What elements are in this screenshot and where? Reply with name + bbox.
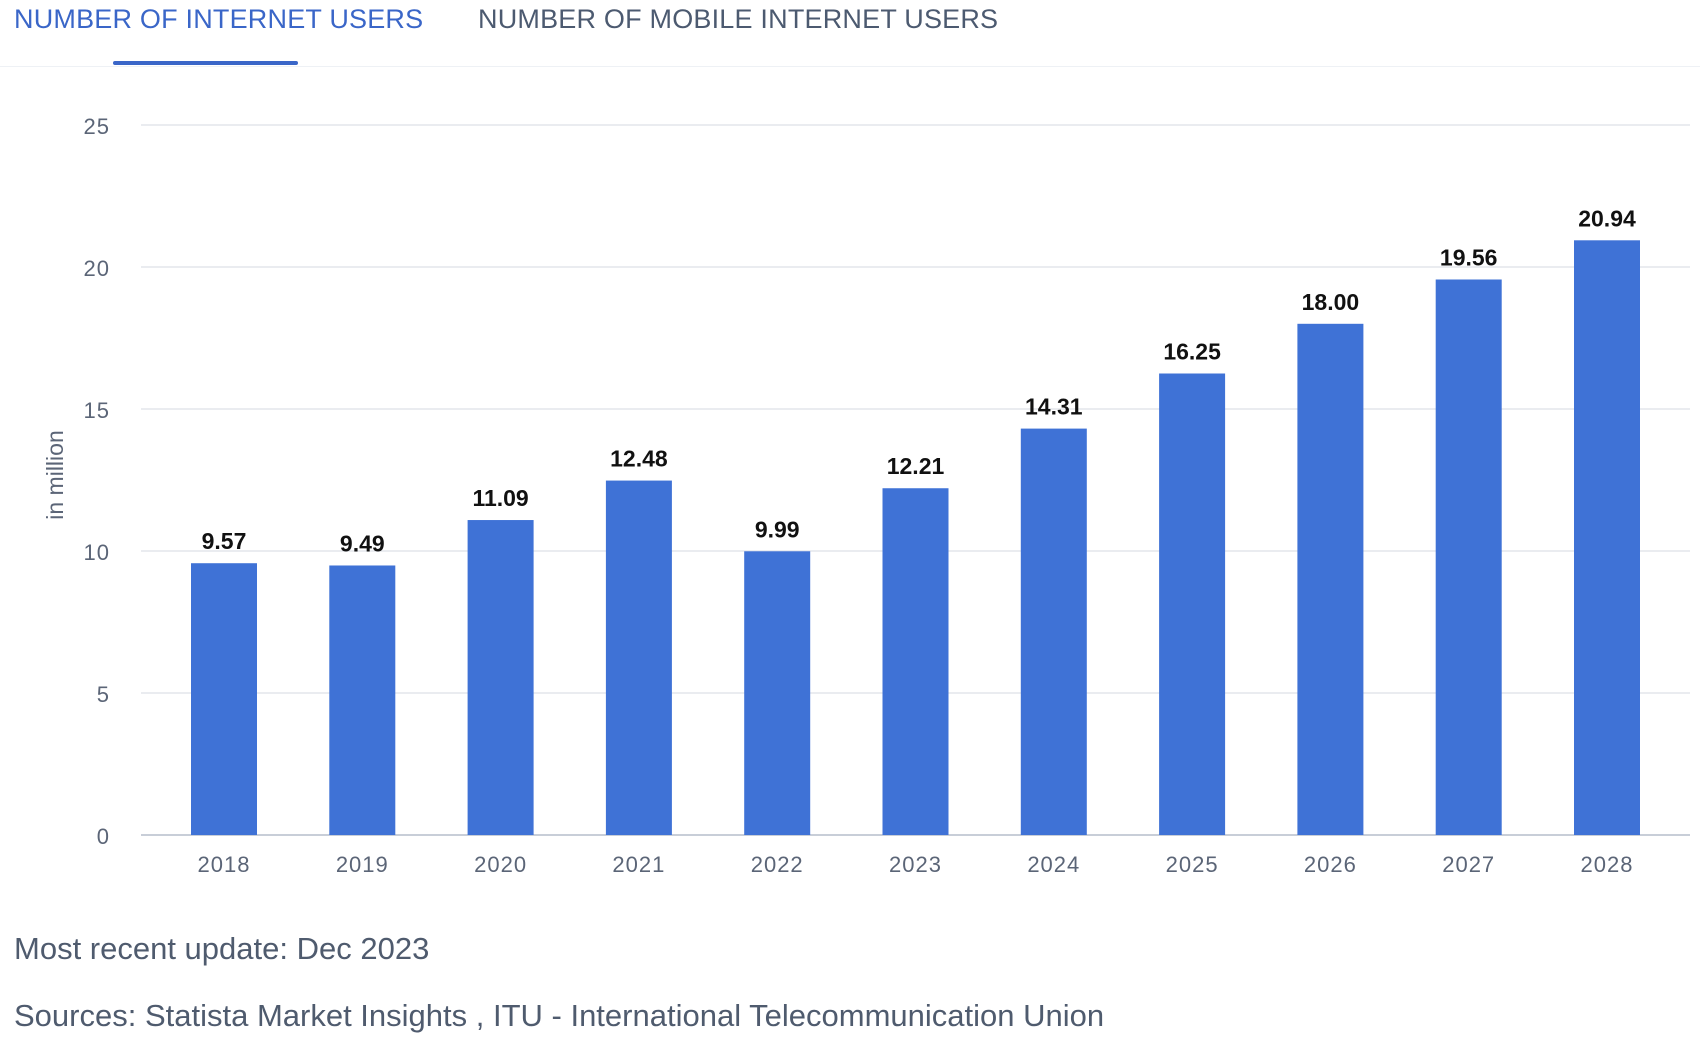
bar (1435, 279, 1502, 836)
x-tick-label: 2019 (336, 852, 389, 877)
y-axis-label: in million (42, 430, 68, 519)
bar (191, 563, 257, 835)
data-label: 16.25 (1163, 339, 1221, 365)
update-note: Most recent update: Dec 2023 (14, 931, 430, 966)
data-label: 11.09 (472, 485, 528, 511)
data-label: 20.94 (1578, 205, 1636, 231)
bar (467, 520, 534, 835)
x-tick-label: 2025 (1166, 852, 1219, 877)
bar (882, 488, 949, 835)
x-tick-label: 2018 (198, 852, 251, 877)
tab-number-of-internet-users[interactable]: NUMBER OF INTERNET USERS (14, 4, 424, 34)
bar (1297, 323, 1364, 835)
data-label: 9.57 (202, 528, 247, 554)
x-tick-label: 2026 (1304, 852, 1357, 877)
y-tick-label: 25 (84, 114, 110, 139)
y-tick-label: 5 (97, 682, 110, 707)
x-tick-label: 2020 (474, 852, 527, 877)
data-label: 9.49 (340, 530, 385, 556)
bar (1159, 373, 1226, 835)
bar (1574, 240, 1640, 835)
data-label: 19.56 (1440, 244, 1498, 270)
x-tick-label: 2021 (612, 852, 665, 877)
x-tick-label: 2028 (1581, 852, 1634, 877)
active-tab-indicator (113, 61, 298, 65)
bar (1020, 428, 1087, 835)
data-label: 12.21 (887, 453, 945, 479)
y-tick-label: 10 (84, 540, 110, 565)
x-tick-label: 2022 (751, 852, 804, 877)
y-tick-label: 20 (84, 256, 110, 281)
x-tick-label: 2023 (889, 852, 942, 877)
bar (744, 551, 811, 835)
x-tick-label: 2027 (1442, 852, 1495, 877)
x-tick-label: 2024 (1027, 852, 1080, 877)
sources-note: Sources: Statista Market Insights , ITU … (14, 998, 1105, 1033)
y-tick-label: 15 (84, 398, 110, 423)
tab-bar: NUMBER OF INTERNET USERS NUMBER OF MOBIL… (0, 0, 1700, 67)
data-label: 12.48 (610, 446, 668, 472)
bar (605, 480, 672, 835)
data-label: 14.31 (1025, 394, 1083, 420)
bar (329, 565, 396, 835)
tab-number-of-mobile-internet-users[interactable]: NUMBER OF MOBILE INTERNET USERS (478, 4, 999, 34)
data-label: 9.99 (755, 516, 800, 542)
y-tick-label: 0 (97, 824, 110, 849)
data-label: 18.00 (1302, 289, 1360, 315)
